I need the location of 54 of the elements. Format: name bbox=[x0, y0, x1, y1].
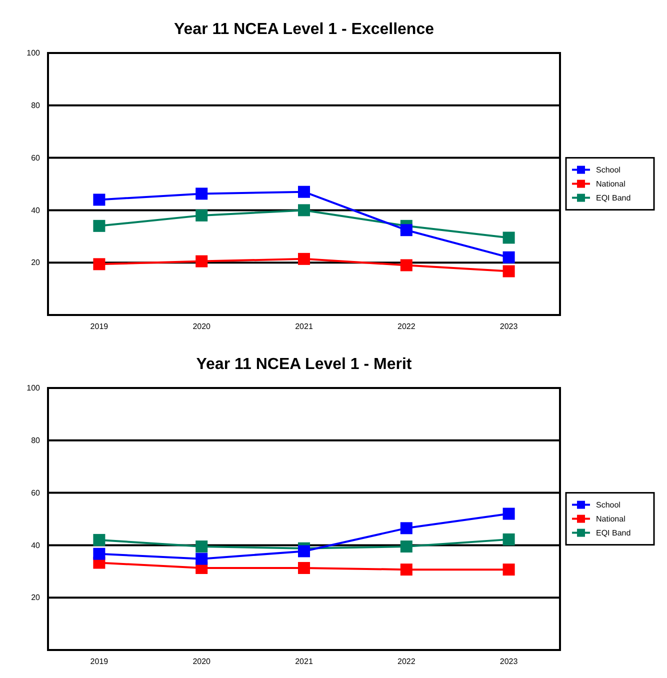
point bbox=[400, 259, 412, 272]
x-tick-label: 2022 bbox=[398, 322, 416, 331]
point bbox=[93, 548, 106, 560]
y-tick-label: 100 bbox=[26, 48, 41, 58]
point bbox=[93, 194, 106, 206]
point bbox=[298, 562, 310, 574]
point bbox=[196, 255, 208, 268]
point bbox=[196, 552, 208, 565]
x-tick-label: 2020 bbox=[192, 657, 212, 666]
y-tick-label: 60 bbox=[31, 488, 41, 498]
point bbox=[298, 186, 310, 198]
point bbox=[502, 533, 515, 546]
point bbox=[196, 540, 208, 553]
y-tick-label: 100 bbox=[26, 384, 41, 393]
legend-label: EQI Band bbox=[596, 528, 631, 538]
point bbox=[298, 204, 310, 216]
chart-title: Year 11 NCEA Level 1 - Merit bbox=[196, 356, 412, 373]
point bbox=[298, 545, 310, 558]
point bbox=[400, 540, 412, 553]
y-tick-label: 60 bbox=[31, 153, 41, 162]
y-tick-label: 20 bbox=[31, 593, 41, 602]
point bbox=[400, 224, 412, 236]
point bbox=[502, 251, 515, 264]
x-tick-label: 2022 bbox=[398, 657, 416, 666]
legend-label: School bbox=[596, 165, 621, 174]
point bbox=[502, 564, 515, 576]
legend-label: EQI Band bbox=[596, 193, 631, 202]
point bbox=[400, 522, 412, 534]
y-tick-label: 80 bbox=[31, 436, 41, 445]
x-tick-label: 2023 bbox=[500, 657, 518, 666]
y-tick-label: 80 bbox=[31, 100, 41, 110]
y-tick-label: 40 bbox=[31, 540, 41, 550]
point bbox=[196, 209, 208, 222]
point bbox=[93, 258, 106, 270]
y-tick-label: 40 bbox=[31, 206, 41, 215]
point bbox=[93, 534, 106, 546]
x-tick-label: 2020 bbox=[192, 322, 212, 331]
y-tick-label: 20 bbox=[31, 258, 41, 268]
point bbox=[400, 564, 412, 576]
x-tick-label: 2019 bbox=[90, 657, 109, 666]
point bbox=[196, 188, 208, 200]
point bbox=[502, 508, 515, 520]
point bbox=[93, 220, 106, 232]
x-tick-label: 2021 bbox=[295, 657, 314, 666]
x-tick-label: 2021 bbox=[295, 322, 314, 331]
x-tick-label: 2019 bbox=[90, 322, 109, 331]
x-tick-label: 2023 bbox=[500, 322, 518, 331]
point bbox=[298, 252, 310, 265]
point bbox=[502, 232, 515, 244]
legend-label: School bbox=[596, 500, 621, 510]
chart-title: Year 11 NCEA Level 1 - Excellence bbox=[174, 21, 434, 38]
legend-label: National bbox=[596, 514, 626, 524]
point bbox=[502, 265, 515, 278]
legend-label: National bbox=[596, 179, 626, 188]
